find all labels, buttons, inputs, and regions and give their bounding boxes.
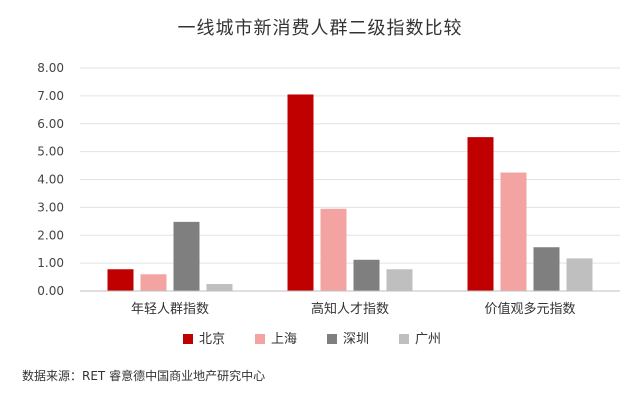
bar-北京-年轻人群指数 [107, 269, 134, 291]
bar-上海-价值观多元指数 [500, 172, 527, 291]
y-tick-label: 0.00 [37, 284, 64, 298]
legend-swatch [399, 334, 409, 344]
x-category-label: 高知人才指数 [311, 301, 389, 317]
legend: 北京 上海 深圳 广州 [183, 332, 441, 347]
source-note: 数据来源：RET 睿意德中国商业地产研究中心 [22, 369, 266, 383]
legend-swatch [255, 334, 265, 344]
bar-广州-年轻人群指数 [206, 284, 233, 291]
bar-广州-高知人才指数 [386, 269, 413, 291]
legend-swatch [327, 334, 337, 344]
bar-上海-高知人才指数 [320, 208, 347, 291]
y-tick-label: 4.00 [37, 173, 64, 187]
bar-广州-价值观多元指数 [566, 258, 593, 291]
gridlines [80, 67, 620, 264]
legend-swatch [183, 334, 193, 344]
y-tick-label: 8.00 [37, 61, 64, 75]
y-tick-label: 5.00 [37, 145, 64, 159]
x-axis-categories: 年轻人群指数 高知人才指数 价值观多元指数 [131, 301, 576, 317]
legend-label: 广州 [415, 332, 441, 347]
bar-深圳-价值观多元指数 [533, 247, 560, 291]
legend-label: 北京 [199, 332, 225, 347]
bar-北京-高知人才指数 [287, 94, 314, 291]
bar-深圳-年轻人群指数 [173, 221, 200, 291]
bar-上海-年轻人群指数 [140, 274, 167, 291]
x-category-label: 年轻人群指数 [131, 302, 209, 317]
bar-北京-价值观多元指数 [467, 137, 494, 291]
legend-label: 上海 [271, 332, 297, 347]
bar-深圳-高知人才指数 [353, 259, 380, 291]
chart-title: 一线城市新消费人群二级指数比较 [177, 18, 463, 39]
y-axis-ticks: 0.00 1.00 2.00 3.00 4.00 5.00 6.00 7.00 8.00 [37, 61, 64, 298]
legend-label: 深圳 [343, 332, 369, 347]
y-tick-label: 6.00 [37, 117, 64, 131]
bars [107, 94, 593, 291]
y-tick-label: 1.00 [37, 256, 64, 270]
y-tick-label: 2.00 [37, 228, 64, 242]
y-tick-label: 7.00 [37, 89, 64, 103]
y-tick-label: 3.00 [37, 200, 64, 214]
x-category-label: 价值观多元指数 [484, 301, 575, 317]
